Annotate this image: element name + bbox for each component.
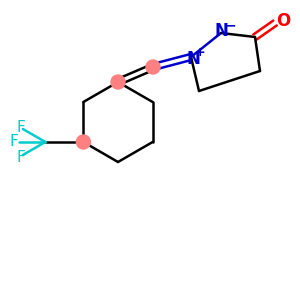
- Text: +: +: [195, 46, 205, 59]
- Circle shape: [76, 135, 90, 149]
- Text: −: −: [224, 18, 236, 32]
- Circle shape: [111, 75, 125, 89]
- Text: O: O: [276, 12, 290, 30]
- Text: F: F: [16, 119, 25, 134]
- Text: N: N: [214, 22, 228, 40]
- Text: N: N: [186, 50, 200, 68]
- Text: F: F: [16, 149, 25, 164]
- Text: F: F: [10, 134, 19, 149]
- Circle shape: [146, 60, 160, 74]
